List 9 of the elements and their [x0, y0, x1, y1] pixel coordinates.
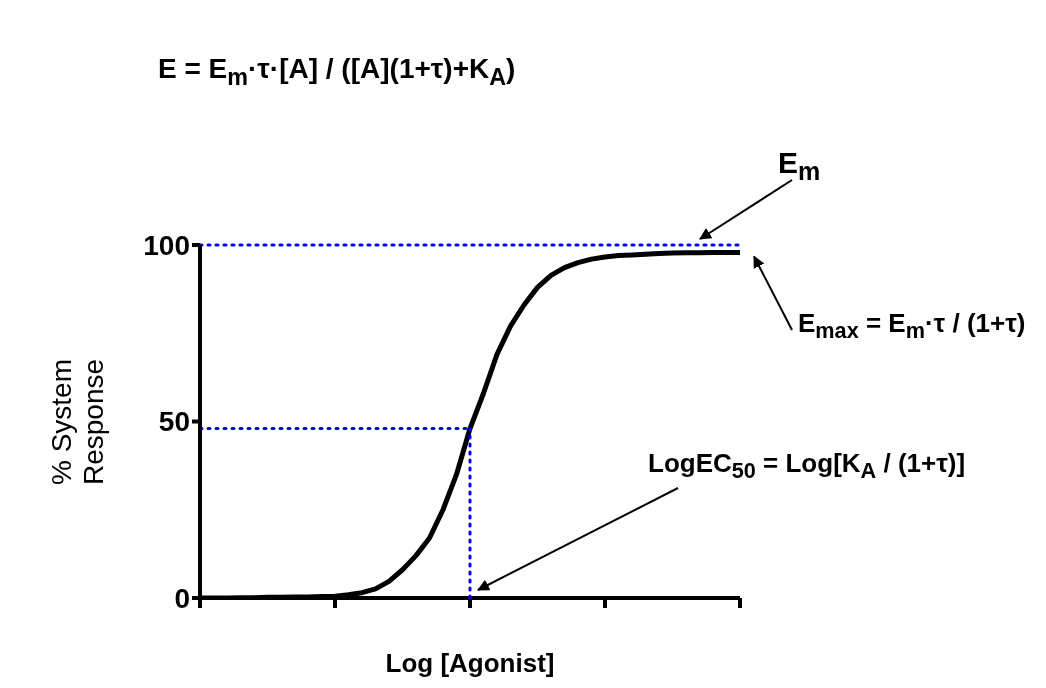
- y-tick-label: 100: [143, 229, 190, 261]
- annotation: LogEC$_{50}$ = Log[K$_{A}$ / (1+τ)]: [648, 448, 967, 485]
- y-axis-title: % System Response: [46, 358, 110, 485]
- text: E$_{max}$ = E$_{m}$·τ / (1+τ): [798, 308, 1027, 345]
- text: E = E$_{m}$·τ·[A] / ([A](1+τ)+K$_{A}$): [158, 53, 517, 91]
- x-axis-title: Log [Agonist]: [384, 648, 556, 679]
- y-tick-label: 50: [158, 406, 190, 438]
- y-tick-label: 0: [174, 582, 190, 614]
- text: E$_{m}$: [778, 146, 822, 186]
